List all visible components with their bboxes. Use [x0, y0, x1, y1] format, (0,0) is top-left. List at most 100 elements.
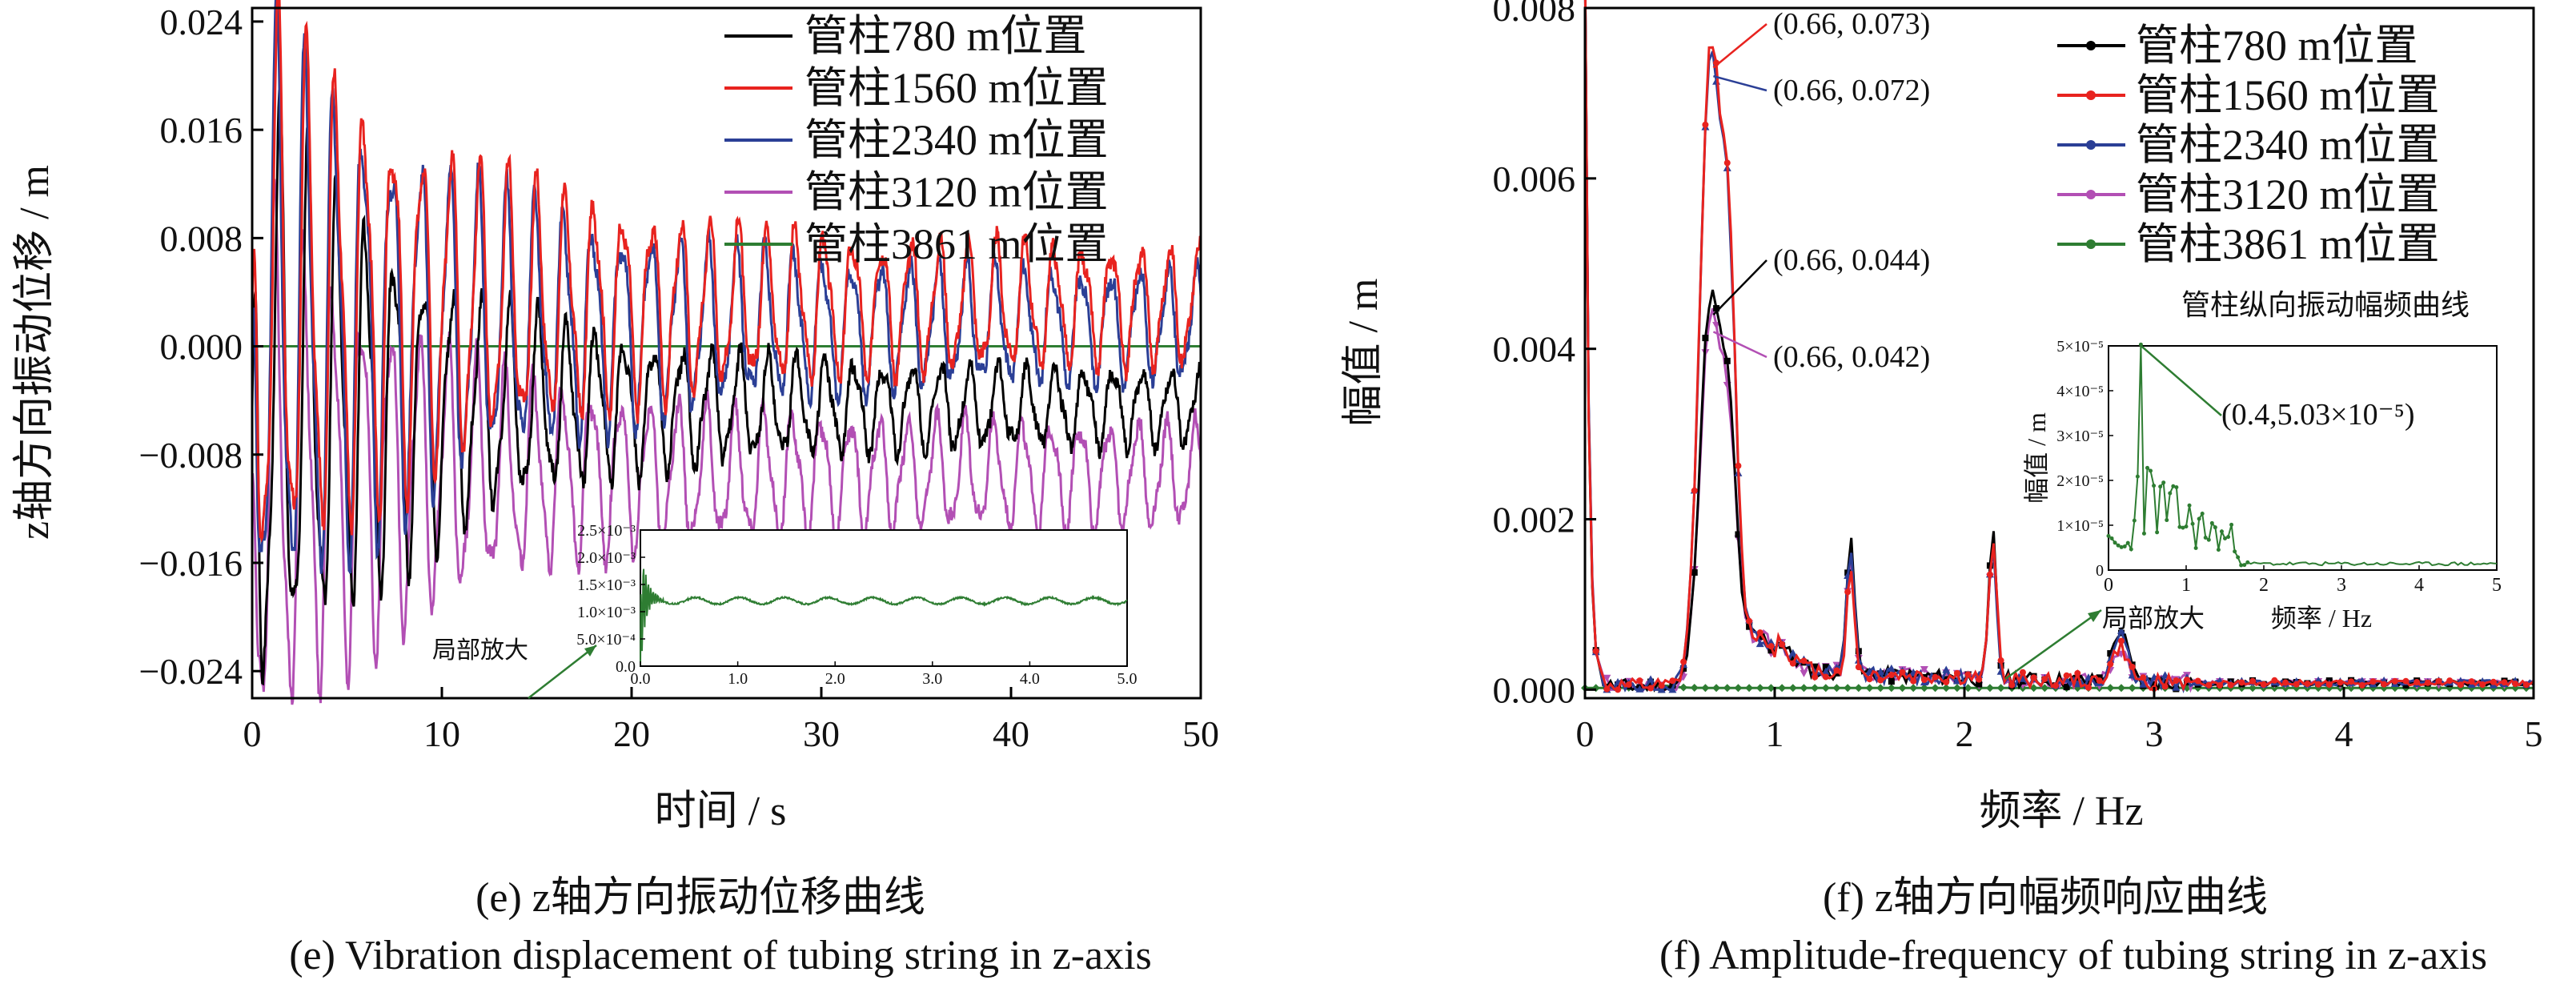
e-inset-x-tick-label: 5.0	[1117, 670, 1138, 688]
f-series-marker	[2030, 674, 2037, 681]
f-inset-marker	[2158, 484, 2163, 489]
e-inset-y-tick-label: 2.5×10⁻³	[577, 522, 636, 540]
f-series-marker	[1964, 671, 1972, 678]
f-series-marker	[1821, 684, 1830, 693]
f-legend-marker	[2086, 140, 2096, 150]
f-series-marker	[2446, 677, 2454, 685]
f-series-marker	[1669, 677, 1676, 685]
e-inset-y-tick-label: 1.5×10⁻³	[577, 576, 636, 594]
f-series-marker	[1746, 623, 1753, 630]
f-series-marker	[2106, 684, 2115, 693]
e-inset-x-tick-label: 3.0	[922, 670, 942, 688]
f-legend-marker	[2086, 41, 2096, 50]
e-inset-annotation: 局部放大	[432, 637, 528, 664]
f-annotation-arrow	[1712, 259, 1767, 315]
f-series-marker	[1701, 684, 1710, 693]
f-series-marker	[2512, 681, 2519, 688]
e-x-tick-label: 10	[423, 713, 460, 754]
e-inset-y-tick-label: 1.0×10⁻³	[577, 604, 636, 621]
e-x-axis-label: 时间 / s	[655, 789, 787, 834]
f-annotation-label: (0.66, 0.073)	[1773, 7, 1930, 41]
f-series-marker	[1658, 682, 1665, 689]
f-series-marker	[1712, 684, 1721, 693]
f-series-marker	[1788, 684, 1797, 693]
f-series-marker	[2205, 681, 2213, 689]
f-annotation-label: (0.66, 0.042)	[1773, 340, 1930, 374]
f-legend-marker	[2086, 239, 2096, 249]
f-series-marker	[2063, 672, 2070, 679]
panel-e-displacement-chart: 0 10 20 30 40 50 0.024 0.016 0.008 0.000 −0.008 −0…	[12, 0, 1219, 978]
f-legend-label: 管柱2340 m位置	[2136, 121, 2440, 169]
f-inset-marker	[2242, 563, 2247, 568]
e-series-line	[251, 179, 1202, 705]
f-series-marker	[1647, 675, 1655, 683]
f-series-marker	[1746, 617, 1753, 625]
f-inset-x-label: 频率 / Hz	[2271, 604, 2372, 633]
f-inset-markers	[2106, 342, 2250, 568]
f-y-ticks: 0.008 0.006 0.004 0.002 0.000	[1493, 0, 1596, 710]
e-plot-frame	[251, 6, 1202, 700]
f-inset-marker	[2239, 563, 2244, 568]
f-inset-frame	[2108, 345, 2498, 571]
f-series-marker	[1756, 633, 1763, 641]
f-series-marker	[2041, 676, 2048, 683]
f-series-marker	[1932, 673, 1939, 681]
f-series-marker	[1702, 121, 1709, 128]
e-inset-x-tick-label: 1.0	[728, 670, 748, 688]
f-series-marker	[1723, 357, 1731, 364]
f-series-marker	[1898, 684, 1907, 693]
panel-f-amplitude-frequency-chart: 0 1 2 3 4 5 0.008 0.006 0.004 0.002 0.000 频率 / Hz…	[1341, 0, 2543, 978]
f-inset-marker	[2190, 521, 2195, 526]
f-series-marker	[1745, 684, 1754, 693]
f-x-tick-label: 1	[1766, 713, 1784, 754]
f-series-marker	[2096, 677, 2103, 685]
f-series-marker	[1920, 684, 1928, 693]
f-series-marker	[1942, 684, 1951, 693]
f-series-marker	[2107, 650, 2114, 657]
f-y-tick-label: 0.000	[1493, 669, 1576, 710]
f-series-marker	[1812, 663, 1819, 670]
e-inset-pointer	[528, 645, 597, 699]
f-series-marker	[1767, 643, 1775, 650]
f-series-marker	[1821, 667, 1830, 675]
f-inset-marker	[2116, 543, 2121, 548]
f-series-marker	[1800, 669, 1808, 677]
f-series-marker	[1712, 322, 1721, 330]
f-series-marker	[2304, 680, 2311, 687]
f-series-marker	[2435, 677, 2442, 685]
f-series-marker	[1822, 663, 1829, 670]
f-series-marker	[1855, 664, 1862, 671]
f-series-marker	[2172, 683, 2181, 691]
e-y-tick-label: −0.024	[139, 651, 243, 692]
f-series-marker	[1800, 657, 1808, 665]
f-inset-x-tick-label: 1	[2181, 575, 2191, 596]
f-series-marker	[1832, 684, 1841, 693]
f-inset-y-tick-label: 4×10⁻⁵	[2056, 383, 2104, 400]
f-series-marker	[1691, 487, 1698, 494]
e-inset-x-tick-label: 2.0	[825, 670, 845, 688]
e-x-ticks: 0 10 20 30 40 50	[243, 687, 1219, 754]
f-series-marker	[2479, 681, 2486, 689]
f-inset-marker	[2171, 484, 2176, 488]
f-series-lines	[1581, 0, 2534, 694]
e-legend-label: 管柱780 m位置	[804, 12, 1087, 60]
e-x-tick-label: 30	[803, 713, 840, 754]
f-series-marker	[1986, 571, 1993, 578]
e-caption-cn: (e) z轴方向振动位移曲线	[475, 875, 925, 921]
f-series-marker	[1985, 684, 1994, 693]
f-inset-marker	[2209, 520, 2214, 525]
f-series-marker	[2140, 674, 2147, 681]
f-series-marker	[1876, 684, 1885, 693]
f-series-marker	[2073, 680, 2082, 688]
f-series-marker	[1942, 665, 1951, 673]
f-series-marker	[2074, 669, 2081, 677]
f-series-marker	[1779, 641, 1786, 648]
f-inset-marker	[2141, 531, 2146, 536]
f-peak-annotations: (0.66, 0.073) (0.66, 0.072) (0.66, 0.044) (…	[1712, 7, 1930, 374]
e-inset-y-tick-label: 2.0×10⁻³	[577, 549, 636, 567]
e-inset-x-tick-label: 4.0	[1020, 670, 1040, 688]
f-series-marker	[1812, 673, 1819, 681]
f-series-marker	[2260, 681, 2267, 688]
f-annotation-arrow	[1712, 331, 1767, 359]
